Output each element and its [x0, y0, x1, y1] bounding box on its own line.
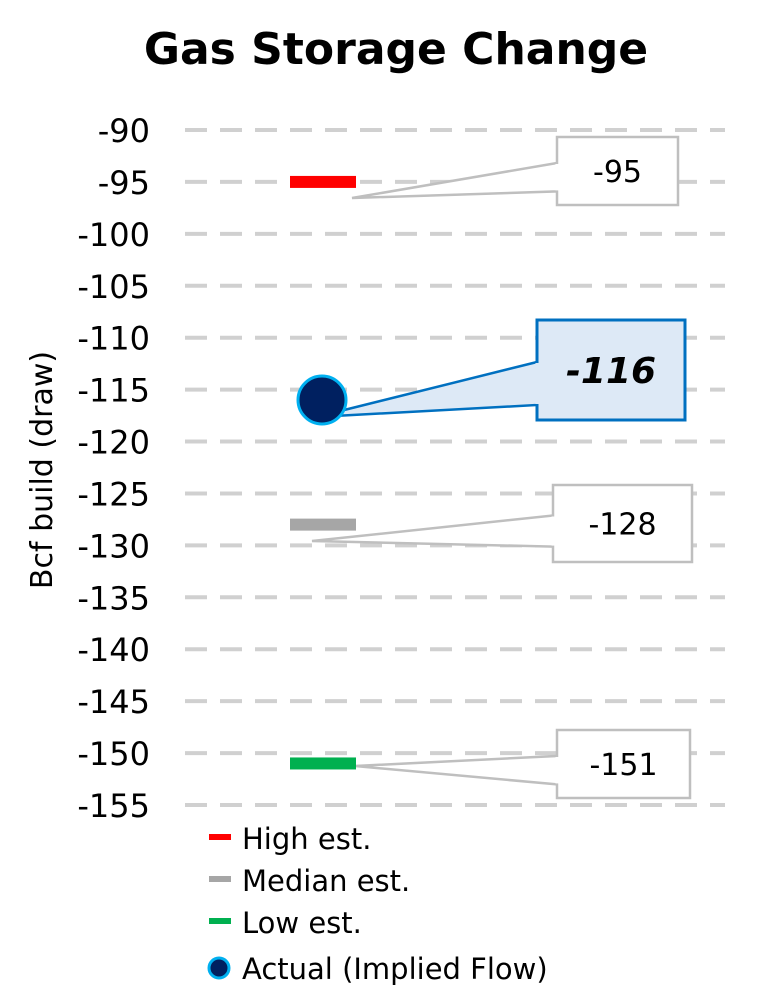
legend: High est. Median est. Low est. Actual (Impl…: [207, 822, 548, 986]
data-label: -128: [588, 508, 656, 543]
legend-label: Actual (Implied Flow): [242, 952, 548, 986]
legend-swatch: [209, 876, 231, 882]
y-tick-label: -130: [77, 527, 150, 565]
legend-label: Median est.: [242, 864, 410, 898]
y-axis-label: Bcf build (draw): [25, 351, 60, 589]
estimate-mark: [290, 757, 356, 770]
y-tick-label: -95: [98, 164, 150, 202]
legend-swatch: [209, 834, 231, 840]
data-labels: -95 -128 -151 -116: [311, 135, 694, 800]
y-tick-label: -155: [77, 787, 150, 825]
y-tick-label: -105: [77, 268, 150, 306]
callout-box: [555, 135, 680, 207]
y-tick-label: -90: [98, 112, 150, 150]
y-tick-label: -150: [77, 735, 150, 773]
estimate-mark: [290, 518, 356, 531]
y-tick-label: -145: [77, 683, 150, 721]
chart-title: Gas Storage Change: [144, 24, 648, 75]
callout-box: [551, 483, 694, 564]
callout-pointer: [354, 754, 559, 786]
callout-pointer: [351, 161, 559, 200]
y-tick-label: -140: [77, 631, 150, 669]
legend-label: High est.: [242, 822, 371, 856]
data-label: -95: [593, 155, 642, 190]
estimate-mark: [290, 175, 356, 188]
y-tick-label: -135: [77, 579, 150, 617]
actual-point: [296, 374, 348, 426]
gridlines: [185, 128, 725, 807]
y-tick-label: -115: [77, 372, 150, 410]
y-tick-label: -100: [77, 216, 150, 254]
data-label: -151: [589, 748, 657, 783]
legend-swatch: [209, 918, 231, 924]
y-tick-label: -120: [77, 424, 150, 462]
y-tick-label: -110: [77, 320, 150, 358]
callout-pointer: [315, 360, 539, 419]
y-tick-label: -125: [77, 475, 150, 513]
data-label: -116: [566, 351, 656, 392]
data-marks: [290, 175, 356, 770]
y-tick-labels: -90 -95 -100 -105 -110 -115 -120 -125 -130 -135 -1…: [77, 112, 150, 825]
callout-box: [555, 728, 692, 800]
legend-swatch: [207, 956, 231, 980]
legend-label: Low est.: [242, 906, 362, 940]
